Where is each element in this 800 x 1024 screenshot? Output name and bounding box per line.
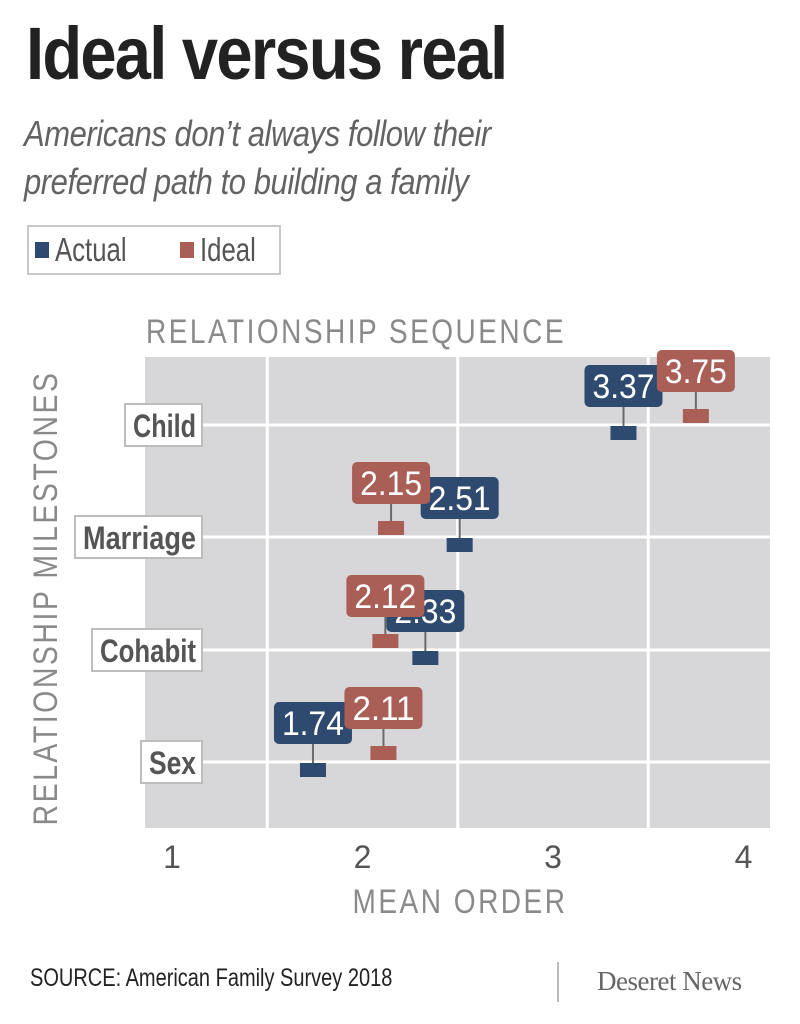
data-point-ideal: 3.75 [656,350,735,423]
category-label-box [124,403,203,447]
value-label: 3.75 [665,353,727,391]
data-point-ideal: 2.12 [346,575,425,648]
legend-item-ideal: Ideal [180,227,272,273]
value-label: 1.74 [282,705,344,743]
legend: Actual Ideal [27,225,281,275]
category-label-text: Cohabit [100,633,196,669]
legend-swatch-ideal [180,242,194,258]
category-label-text: Sex [149,745,196,781]
value-label-box [273,702,352,744]
data-point-ideal: 2.11 [344,687,423,760]
category-label-marriage: Marriage [74,515,203,559]
marker-actual [299,763,326,777]
subtitle-line-1: Americans don’t always follow their [24,113,491,154]
category-label-box [140,740,203,784]
y-axis-title: RELATIONSHIP MILESTONES [27,371,65,826]
x-tick-label: 3 [544,839,562,875]
value-label-box [344,687,423,729]
value-label-box [584,365,663,407]
category-label-text: Marriage [83,520,196,556]
value-label-box [420,477,499,519]
data-point-actual: 2.51 [420,477,499,552]
data-point-actual: 3.37 [584,365,663,440]
legend-label-ideal: Ideal [200,231,256,268]
marker-ideal [682,409,709,423]
marker-ideal [372,634,399,648]
category-label-cohabit: Cohabit [91,628,203,672]
value-label: 2.15 [360,465,422,503]
category-label-box [74,515,203,559]
marker-ideal [378,521,405,535]
chart-subtitle: Americans don’t always follow their pref… [24,110,491,206]
value-label-box [346,575,425,617]
marker-actual [446,538,473,552]
value-label-box [352,462,431,504]
value-label: 2.12 [354,578,416,616]
category-label-text: Child [133,408,196,444]
publisher-logo: Deseret News [597,966,742,996]
x-tick-label: 2 [354,839,372,875]
x-tick-label: 1 [163,839,181,875]
marker-actual [610,426,637,440]
value-label-box [656,350,735,392]
x-axis-title: MEAN ORDER [353,883,568,921]
chart-title: Ideal versus real [26,12,508,95]
category-label-sex: Sex [140,740,203,784]
source-note: SOURCE: American Family Survey 2018 [30,964,393,992]
legend-item-actual: Actual [35,227,147,273]
marker-actual [412,651,439,665]
category-label-box [91,628,203,672]
value-label: 3.37 [592,368,654,406]
data-point-actual: 1.74 [273,702,352,777]
value-label: 2.51 [429,480,491,518]
chart-svg: RELATIONSHIP SEQUENCE RELATIONSHIP MILES… [27,313,770,921]
value-label: 2.11 [352,690,414,728]
legend-swatch-actual [35,242,49,258]
category-label-child: Child [124,403,203,447]
data-point-ideal: 2.15 [352,462,431,535]
footer-divider [557,962,559,1002]
subtitle-line-2: preferred path to building a family [24,161,469,202]
legend-label-actual: Actual [55,231,127,268]
x-tick-label: 4 [735,839,753,875]
marker-ideal [370,746,397,760]
plot-title: RELATIONSHIP SEQUENCE [146,313,566,351]
